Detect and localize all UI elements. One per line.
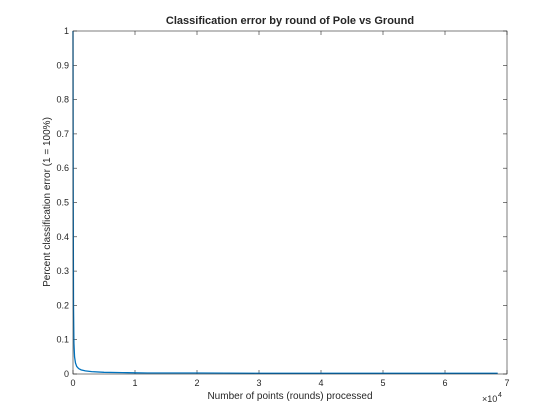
x-axis-label: Number of points (rounds) processed (207, 391, 372, 402)
x-tick-label: 0 (70, 378, 75, 388)
y-tick-label: 1 (64, 26, 69, 36)
y-tick-label: 0.2 (56, 300, 69, 310)
x-tick-label: 4 (318, 378, 323, 388)
axes-box (72, 30, 508, 375)
x-tick-label: 6 (442, 378, 447, 388)
y-tick-label: 0.8 (56, 95, 69, 105)
x-tick-label: 7 (504, 378, 509, 388)
y-tick-label: 0.6 (56, 163, 69, 173)
chart-title: Classification error by round of Pole vs… (166, 15, 414, 27)
y-axis-label: Percent classification error (1 = 100%) (42, 117, 53, 287)
y-tick-label: 0.4 (56, 232, 69, 242)
error-series-line (72, 30, 498, 374)
x-tick-label: 5 (380, 378, 385, 388)
y-tick-label: 0.9 (56, 60, 69, 70)
x-tick-label: 1 (132, 378, 137, 388)
x-tick-label: 3 (256, 378, 261, 388)
x-tick-label: 2 (194, 378, 199, 388)
plot-area (73, 31, 507, 374)
y-tick-label: 0.1 (56, 335, 69, 345)
x-exponent-base: ×10 (482, 394, 497, 404)
y-tick-label: 0 (64, 369, 69, 379)
y-tick-label: 0.7 (56, 129, 69, 139)
y-tick-label: 0.5 (56, 198, 69, 208)
x-exponent-power: 4 (498, 392, 502, 399)
y-tick-label: 0.3 (56, 266, 69, 276)
